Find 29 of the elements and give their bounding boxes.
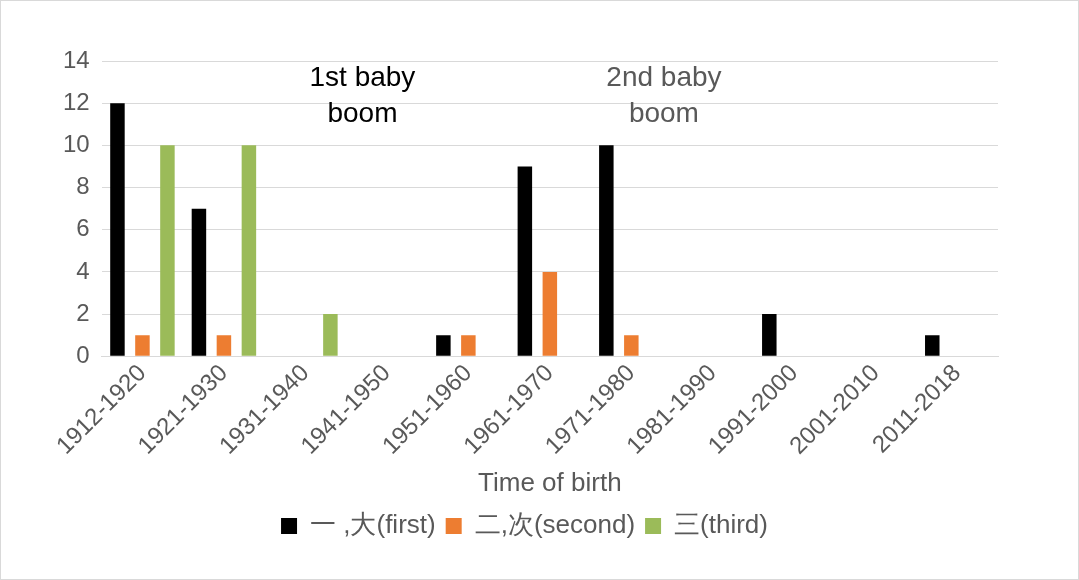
y-tick-label: 10 — [62, 129, 90, 157]
bar — [191, 208, 207, 356]
legend-label: 一 ,大(first) — [310, 509, 436, 540]
y-tick-label: 8 — [76, 172, 90, 200]
bar — [599, 145, 614, 356]
y-tick-label: 6 — [76, 214, 90, 242]
y-tick-label: 12 — [62, 87, 90, 115]
y-tick-label: 2 — [76, 298, 90, 326]
legend-label: 三(third) — [674, 509, 768, 540]
y-tick-label: 0 — [76, 340, 90, 368]
bar — [241, 145, 257, 356]
annotation: 1st baby boom — [309, 60, 416, 128]
y-tick-label: 4 — [76, 256, 90, 284]
bar — [762, 314, 777, 356]
bar — [216, 335, 232, 356]
bar — [624, 335, 639, 356]
y-tick-label: 14 — [62, 45, 90, 73]
bar — [135, 335, 150, 356]
annotation: 2nd baby boom — [606, 60, 722, 128]
bar — [436, 335, 451, 356]
bar — [517, 166, 533, 356]
bar — [110, 103, 125, 356]
x-axis-title: Time of birth — [478, 466, 622, 497]
bar — [461, 335, 476, 356]
bar — [160, 145, 175, 356]
bar — [925, 335, 940, 356]
bar — [323, 314, 338, 356]
bar — [542, 271, 558, 356]
legend-label: 二,次(second) — [474, 509, 636, 540]
